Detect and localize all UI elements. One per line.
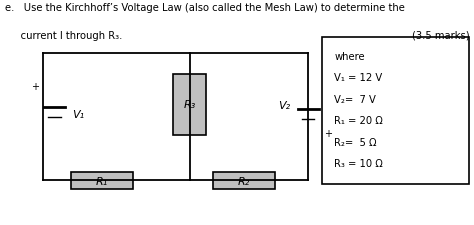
- Text: R₃ = 10 Ω: R₃ = 10 Ω: [334, 159, 383, 169]
- Text: R₁: R₁: [96, 176, 108, 186]
- Text: V₂: V₂: [278, 101, 291, 111]
- Text: V₁: V₁: [72, 110, 84, 120]
- Text: R₂: R₂: [238, 176, 250, 186]
- Text: current I through R₃.: current I through R₃.: [5, 30, 122, 40]
- Text: (3.5 marks): (3.5 marks): [411, 30, 469, 40]
- Bar: [213, 173, 275, 189]
- Text: e.   Use the Kirchhoff’s Voltage Law (also called the Mesh Law) to determine the: e. Use the Kirchhoff’s Voltage Law (also…: [5, 3, 405, 13]
- Text: V₁ = 12 V: V₁ = 12 V: [334, 73, 383, 83]
- Text: R₁ = 20 Ω: R₁ = 20 Ω: [334, 116, 383, 126]
- Text: where: where: [334, 52, 365, 62]
- Bar: [322, 38, 469, 184]
- Text: +: +: [31, 82, 38, 92]
- Text: R₂=  5 Ω: R₂= 5 Ω: [334, 137, 377, 147]
- Text: +: +: [324, 129, 332, 139]
- Bar: [173, 74, 206, 135]
- Text: R₃: R₃: [183, 100, 196, 110]
- Bar: [71, 173, 133, 189]
- Text: V₂=  7 V: V₂= 7 V: [334, 94, 376, 104]
